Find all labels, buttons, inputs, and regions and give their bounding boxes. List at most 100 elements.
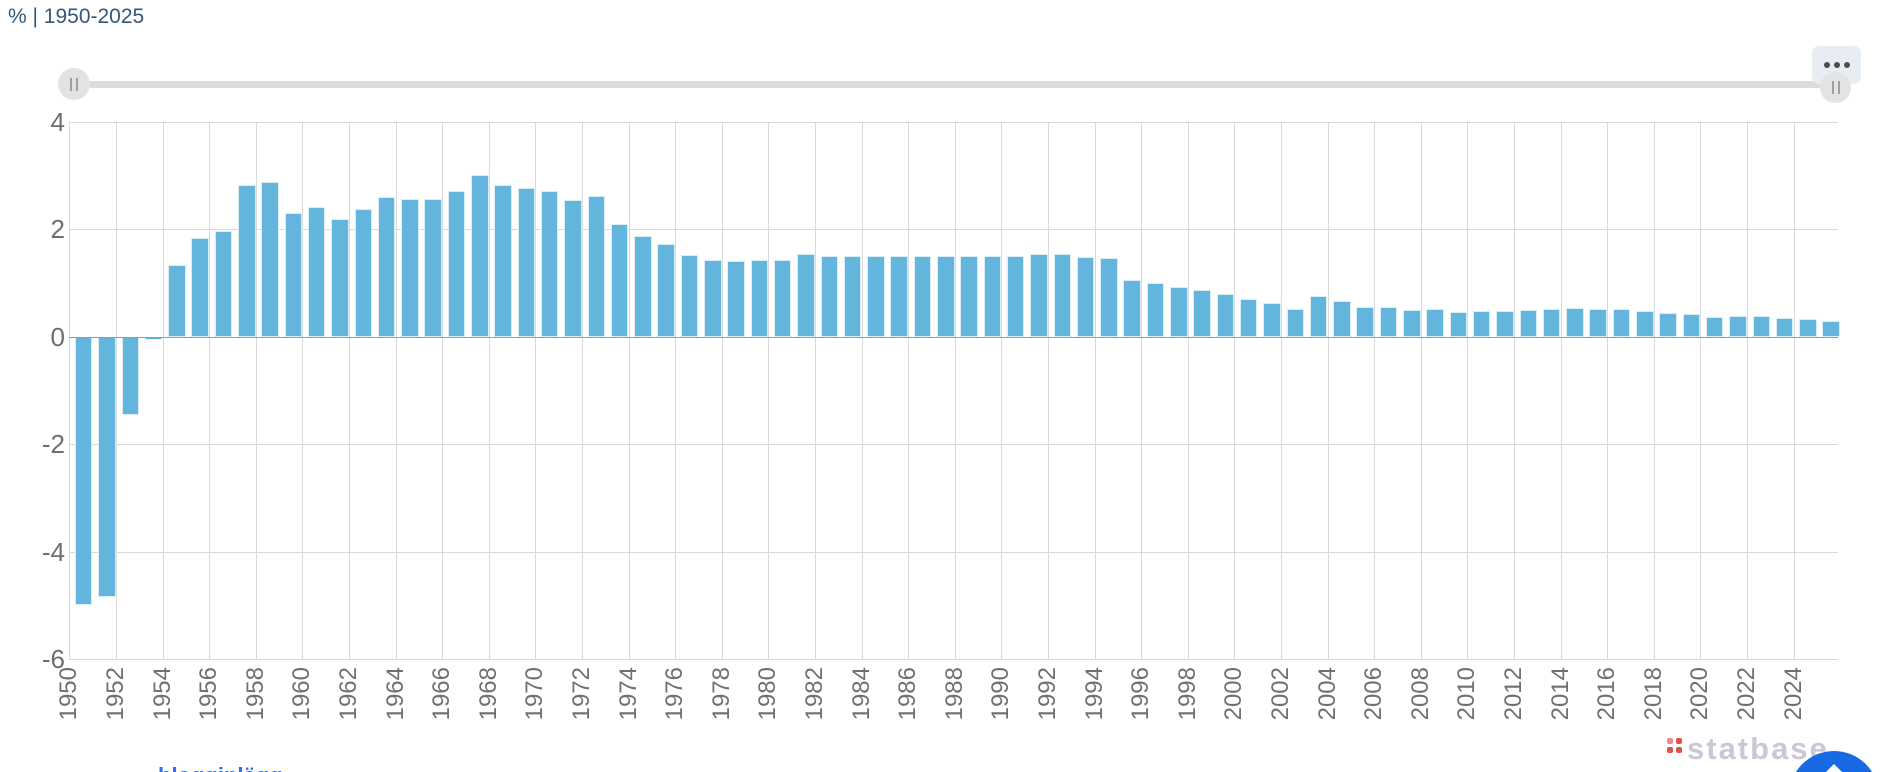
x-axis-label: 2014 [1546, 667, 1574, 721]
bar-2018[interactable] [1659, 312, 1677, 337]
bar-1967[interactable] [471, 175, 489, 337]
bar-2004[interactable] [1333, 301, 1351, 337]
bar-1961[interactable] [331, 218, 349, 337]
bar-2016[interactable] [1612, 308, 1631, 337]
bar-1958[interactable] [261, 182, 279, 337]
bar-1996[interactable] [1146, 282, 1165, 337]
bar-1995[interactable] [1123, 280, 1141, 337]
bar-2014[interactable] [1566, 308, 1584, 337]
bar-1951[interactable] [98, 336, 116, 598]
bar-1984[interactable] [867, 256, 885, 337]
bar-1989[interactable] [983, 256, 1002, 337]
bar-1979[interactable] [750, 259, 769, 337]
bar-1997[interactable] [1170, 286, 1188, 337]
bar-1957[interactable] [238, 185, 256, 337]
bar-1999[interactable] [1216, 294, 1235, 337]
range-slider-handle-left[interactable] [58, 68, 90, 100]
bar-2015[interactable] [1589, 308, 1607, 337]
bar-2005[interactable] [1356, 306, 1374, 337]
bar-2022[interactable] [1752, 315, 1770, 337]
bar-1956[interactable] [214, 230, 233, 337]
gridline-y-2 [69, 229, 1838, 231]
range-slider-track[interactable] [62, 81, 1840, 88]
bar-2023[interactable] [1775, 318, 1794, 337]
bar-1968[interactable] [494, 185, 512, 337]
bar-1960[interactable] [307, 207, 326, 337]
bar-2000[interactable] [1239, 299, 1258, 337]
bar-2012[interactable] [1519, 310, 1537, 337]
gridline-y--4 [69, 551, 1838, 553]
bar-1980[interactable] [773, 259, 792, 337]
bar-2020[interactable] [1705, 316, 1724, 337]
bar-2019[interactable] [1682, 314, 1701, 337]
bar-1970[interactable] [540, 191, 559, 337]
bar-1964[interactable] [401, 199, 419, 337]
bar-1987[interactable] [937, 255, 955, 337]
bar-2010[interactable] [1472, 311, 1491, 337]
gridline-x-1988 [954, 122, 956, 660]
range-slider-handle-right[interactable] [1820, 72, 1851, 103]
bar-1981[interactable] [797, 254, 815, 337]
bar-2001[interactable] [1263, 303, 1281, 337]
bar-1972[interactable] [587, 196, 605, 337]
bar-1966[interactable] [447, 191, 466, 337]
statbase-logo-icon [1667, 738, 1682, 753]
bar-1993[interactable] [1076, 257, 1095, 337]
bar-1963[interactable] [377, 196, 396, 337]
bar-1952[interactable] [121, 336, 139, 415]
bar-2025[interactable] [1822, 321, 1840, 337]
bar-1990[interactable] [1006, 256, 1025, 337]
bar-1985[interactable] [890, 255, 908, 337]
footer-link[interactable]: blogginlägg [158, 763, 283, 772]
bar-2006[interactable] [1379, 306, 1398, 337]
bar-1977[interactable] [704, 260, 722, 337]
bar-1976[interactable] [680, 255, 699, 337]
gridline-x-1968 [488, 122, 490, 660]
gridline-x-1978 [721, 122, 723, 660]
x-axis-label: 1992 [1034, 667, 1061, 721]
x-axis-label: 1958 [241, 667, 269, 721]
bar-2011[interactable] [1496, 310, 1514, 337]
bar-1959[interactable] [284, 212, 303, 337]
bar-1982[interactable] [820, 255, 838, 337]
bar-1954[interactable] [168, 265, 186, 337]
bar-1978[interactable] [727, 261, 745, 337]
bar-1969[interactable] [517, 187, 536, 337]
bar-1965[interactable] [424, 198, 442, 337]
bar-1986[interactable] [913, 255, 932, 337]
bar-2024[interactable] [1799, 318, 1817, 337]
bar-1992[interactable] [1053, 254, 1071, 337]
gridline-x-1992 [1048, 122, 1049, 660]
bar-1988[interactable] [960, 255, 978, 337]
bar-2013[interactable] [1542, 308, 1561, 337]
x-axis-label: 1972 [568, 667, 595, 721]
bar-1955[interactable] [191, 237, 209, 337]
x-axis-label: 2020 [1686, 667, 1714, 721]
bar-1991[interactable] [1030, 253, 1048, 337]
bar-2008[interactable] [1426, 309, 1444, 337]
bar-2017[interactable] [1636, 311, 1654, 337]
bar-2007[interactable] [1403, 309, 1421, 337]
bar-2021[interactable] [1729, 315, 1747, 337]
bar-1983[interactable] [843, 256, 862, 337]
bar-1962[interactable] [354, 208, 372, 337]
bar-1998[interactable] [1193, 290, 1211, 337]
scroll-top-button[interactable] [1789, 751, 1879, 772]
bar-1974[interactable] [634, 236, 652, 337]
bar-2009[interactable] [1449, 311, 1468, 337]
bar-1975[interactable] [657, 244, 675, 337]
gridline-x-1984 [861, 122, 863, 660]
bar-1950[interactable] [74, 336, 93, 606]
bar-2002[interactable] [1286, 308, 1304, 337]
x-axis-label: 1956 [195, 667, 223, 721]
context-menu-button[interactable] [1812, 46, 1861, 84]
bar-2003[interactable] [1309, 295, 1328, 337]
gridline-x-1980 [768, 122, 770, 660]
x-axis-label: 2016 [1593, 667, 1621, 721]
bar-1994[interactable] [1100, 258, 1118, 337]
bar-1971[interactable] [564, 199, 582, 337]
bar-1973[interactable] [610, 223, 629, 337]
x-axis-label: 2018 [1639, 667, 1667, 721]
x-axis-label: 1976 [661, 667, 689, 721]
